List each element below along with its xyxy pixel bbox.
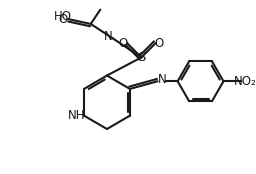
Text: O: O: [155, 37, 164, 50]
Text: O: O: [58, 13, 68, 26]
Text: S: S: [137, 51, 146, 64]
Text: NH: NH: [68, 109, 85, 122]
Text: NO₂: NO₂: [234, 75, 256, 88]
Text: O: O: [119, 37, 128, 50]
Text: N: N: [103, 30, 112, 43]
Text: HO: HO: [54, 10, 72, 23]
Text: N: N: [158, 73, 167, 86]
